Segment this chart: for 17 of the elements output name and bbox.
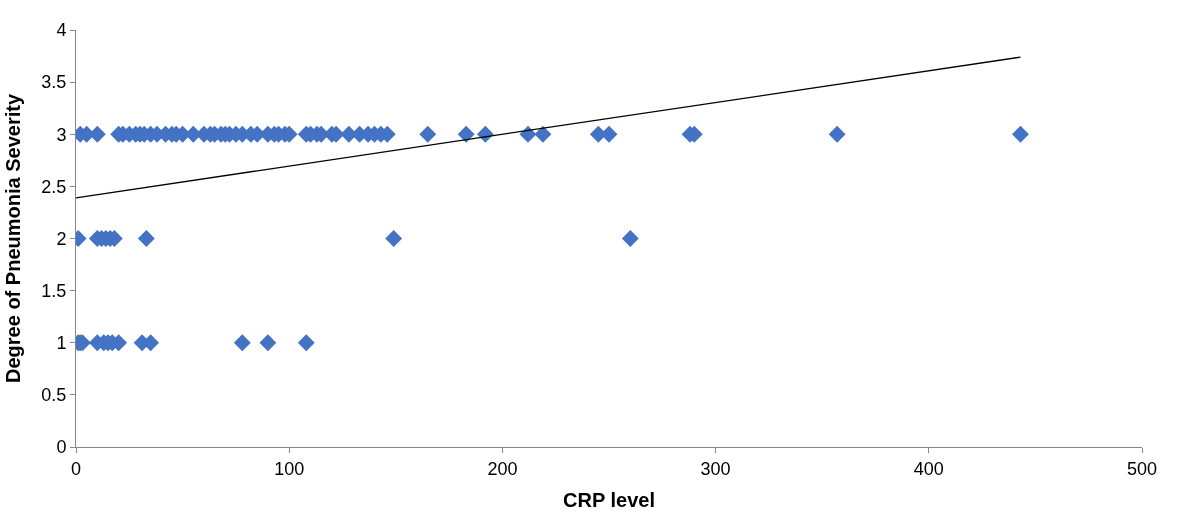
x-tick-label: 500 [1126, 458, 1158, 479]
x-axis-title: CRP level [563, 489, 655, 512]
x-tick-label: 100 [274, 458, 305, 479]
y-tick-label: 3 [56, 124, 67, 145]
y-tick-label: 3.5 [41, 72, 67, 93]
y-tick-label: 0.5 [41, 385, 67, 406]
x-tick-label: 0 [70, 458, 82, 479]
y-tick-label: 1.5 [41, 280, 67, 301]
y-tick-label: 2.5 [41, 176, 67, 197]
y-tick-label: 2 [56, 228, 67, 249]
y-tick-label: 4 [56, 20, 67, 41]
y-tick-label: 0 [56, 437, 67, 458]
x-tick-label: 400 [913, 458, 944, 479]
y-axis-title: Degree of Pneumonia Severity [1, 93, 24, 383]
x-tick-label: 300 [700, 458, 731, 479]
x-tick-label: 200 [487, 458, 518, 479]
y-tick-label: 1 [56, 333, 67, 354]
